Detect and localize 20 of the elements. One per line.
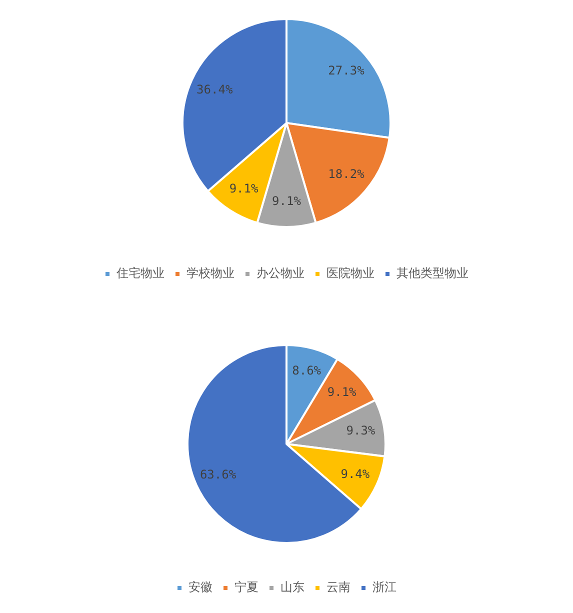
data-label: 9.1% — [229, 182, 259, 196]
legend-label: 浙江 — [372, 580, 396, 594]
legend-label: 安徽 — [188, 580, 212, 594]
data-label: 8.6% — [292, 364, 322, 378]
legend-label: 云南 — [326, 580, 350, 594]
data-label: 9.1% — [327, 385, 358, 400]
data-label: 9.1% — [272, 194, 302, 208]
legend-label: 办公物业 — [256, 266, 304, 280]
legend-label: 宁夏 — [234, 580, 258, 594]
data-label: 36.4% — [196, 82, 234, 96]
data-label: 9.3% — [346, 424, 376, 438]
legend-label: 山东 — [280, 580, 304, 594]
data-label: 9.4% — [340, 466, 370, 481]
data-label: 18.2% — [328, 166, 366, 181]
legend-label: 其他类型物业 — [396, 266, 468, 280]
legend-label: 住宅物业 — [116, 266, 164, 280]
legend-label: 学校物业 — [186, 266, 234, 280]
data-label: 27.3% — [328, 63, 366, 78]
legend-label: 医院物业 — [326, 266, 374, 280]
data-label: 63.6% — [200, 467, 237, 482]
